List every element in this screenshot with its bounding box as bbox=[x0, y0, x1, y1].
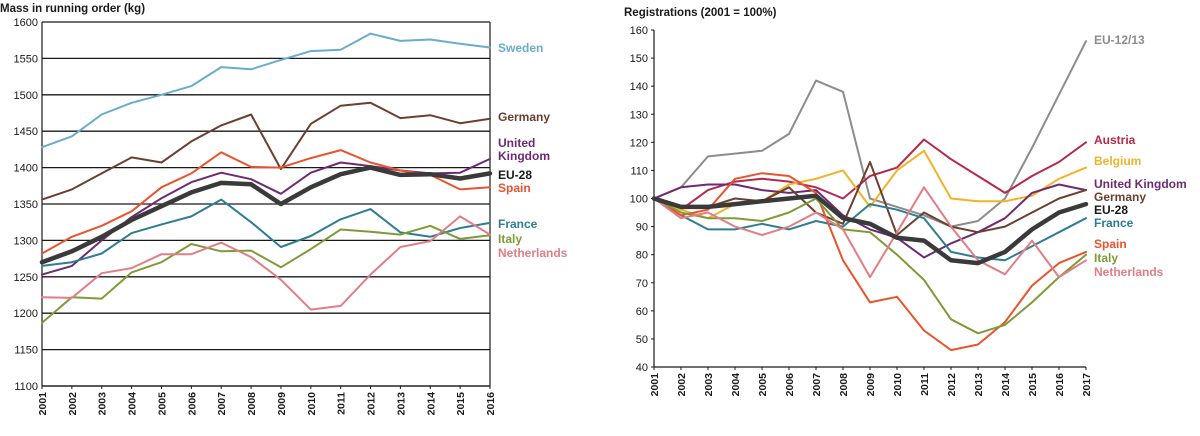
y-tick-label: 1200 bbox=[14, 308, 38, 320]
x-tick-label: 2008 bbox=[838, 373, 850, 397]
x-tick-label: 2009 bbox=[276, 392, 288, 416]
series-line-france bbox=[653, 197, 1087, 262]
y-tick-label: 160 bbox=[630, 25, 648, 37]
legend-label-austria: Austria bbox=[1094, 133, 1136, 147]
x-tick-label: 2007 bbox=[216, 392, 228, 416]
x-tick-label: 2010 bbox=[306, 392, 318, 416]
x-tick-label: 2014 bbox=[425, 392, 437, 416]
series-line-eu-28 bbox=[39, 165, 493, 265]
legend-label-netherlands: Netherlands bbox=[1094, 265, 1164, 279]
y-tick-label: 100 bbox=[630, 194, 648, 206]
series-line-netherlands bbox=[653, 186, 1087, 279]
series-line-germany bbox=[653, 161, 1087, 236]
y-tick-label: 1300 bbox=[14, 235, 38, 247]
series-line-spain bbox=[653, 172, 1087, 352]
y-tick-label: 90 bbox=[636, 222, 648, 234]
x-tick-label: 2011 bbox=[919, 373, 931, 396]
chart-panel-1: Mass in running order (kg) 1100 1150 1200 12… bbox=[0, 3, 568, 415]
x-tick-label: 2016 bbox=[1054, 373, 1066, 397]
legend-label-italy: Italy bbox=[498, 232, 522, 246]
x-tick-label: 2005 bbox=[156, 392, 168, 416]
legend-label-united-kingdom: Kingdom bbox=[498, 149, 550, 163]
x-tick-label: 2004 bbox=[127, 392, 139, 416]
x-tick-label: 2008 bbox=[246, 392, 258, 416]
y-tick-label: 130 bbox=[630, 109, 648, 121]
y-tick-label: 1450 bbox=[14, 126, 38, 138]
legend-label-belgium: Belgium bbox=[1094, 154, 1141, 168]
y-tick-label: 1150 bbox=[14, 345, 38, 357]
series-line-france bbox=[41, 198, 491, 267]
x-tick-label: 2004 bbox=[730, 373, 742, 397]
legend-label-france: France bbox=[498, 217, 538, 231]
series-line-eu-28 bbox=[651, 193, 1089, 266]
y-tick-label: 1500 bbox=[14, 90, 38, 102]
y-tick-label: 150 bbox=[630, 53, 648, 65]
chart-panel-2: Registrations (2001 = 100%) 40 50 60 70 80 90 1… bbox=[624, 7, 1187, 396]
series-line-belgium bbox=[653, 149, 1087, 220]
legend-label-eu-12-13: EU-12/13 bbox=[1094, 33, 1145, 47]
legend-label-united-kingdom: United Kingdom bbox=[1094, 177, 1187, 191]
y-tick-label: 120 bbox=[630, 137, 648, 149]
x-tick-label: 2014 bbox=[1000, 373, 1012, 397]
legend-label-italy: Italy bbox=[1094, 251, 1118, 265]
y-tick-label: 1400 bbox=[14, 163, 38, 175]
x-tick-label: 2001 bbox=[37, 392, 49, 416]
legend-label-spain: Spain bbox=[1094, 237, 1127, 251]
x-tick-label: 2011 bbox=[336, 392, 348, 415]
x-tick-label: 2010 bbox=[892, 373, 904, 397]
x-tick-label: 2015 bbox=[455, 392, 467, 416]
x-tick-label: 2007 bbox=[811, 373, 823, 397]
x-tick-label: 2009 bbox=[865, 373, 877, 397]
x-tick-label: 2006 bbox=[784, 373, 796, 397]
x-tick-label: 2015 bbox=[1027, 373, 1039, 397]
x-tick-label: 2013 bbox=[395, 392, 407, 416]
series-line-eu-12-13 bbox=[653, 40, 1087, 228]
chart-title: Mass in running order (kg) bbox=[0, 3, 145, 15]
legend-label-eu-28: EU-28 bbox=[1094, 203, 1128, 217]
x-tick-label: 2003 bbox=[97, 392, 109, 416]
y-tick-label: 1600 bbox=[14, 17, 38, 29]
x-tick-label: 2002 bbox=[676, 373, 688, 397]
x-tick-label: 2013 bbox=[973, 373, 985, 397]
series-line-sweden bbox=[41, 32, 491, 149]
legend-label-germany: Germany bbox=[498, 110, 550, 124]
x-tick-label: 2016 bbox=[485, 392, 497, 416]
x-tick-label: 2005 bbox=[757, 373, 769, 397]
y-tick-label: 140 bbox=[630, 81, 648, 93]
series-line-italy bbox=[41, 224, 491, 324]
x-tick-label: 2012 bbox=[946, 373, 958, 397]
series-line-italy bbox=[653, 197, 1087, 335]
x-tick-label: 2003 bbox=[703, 373, 715, 397]
y-tick-label: 40 bbox=[636, 362, 648, 374]
y-tick-label: 1550 bbox=[14, 53, 38, 65]
y-tick-label: 70 bbox=[636, 278, 648, 290]
x-tick-label: 2012 bbox=[366, 392, 378, 416]
x-tick-label: 2017 bbox=[1081, 373, 1093, 397]
y-tick-label: 80 bbox=[636, 250, 648, 262]
x-tick-label: 2006 bbox=[186, 392, 198, 416]
chart-title: Registrations (2001 = 100%) bbox=[624, 7, 777, 19]
legend-label-france: France bbox=[1094, 216, 1134, 230]
legend-label-spain: Spain bbox=[498, 181, 531, 195]
legend-label-sweden: Sweden bbox=[498, 41, 543, 55]
legend-label-eu-28: EU-28 bbox=[498, 168, 532, 182]
series-line-spain bbox=[41, 149, 491, 255]
legend-label-netherlands: Netherlands bbox=[498, 246, 568, 260]
y-tick-label: 60 bbox=[636, 306, 648, 318]
series-line-united-kingdom bbox=[653, 183, 1087, 259]
legend-label-germany: Germany bbox=[1094, 190, 1146, 204]
series-line-netherlands bbox=[41, 215, 491, 311]
y-tick-label: 1350 bbox=[14, 199, 38, 211]
y-tick-label: 1250 bbox=[14, 272, 38, 284]
series-line-germany bbox=[41, 101, 491, 201]
x-tick-label: 2002 bbox=[67, 392, 79, 416]
x-tick-label: 2001 bbox=[649, 373, 661, 397]
y-tick-label: 110 bbox=[630, 165, 648, 177]
y-tick-label: 50 bbox=[636, 334, 648, 346]
y-tick-label: 1100 bbox=[14, 381, 38, 393]
legend-label-united-kingdom: United bbox=[498, 136, 535, 150]
